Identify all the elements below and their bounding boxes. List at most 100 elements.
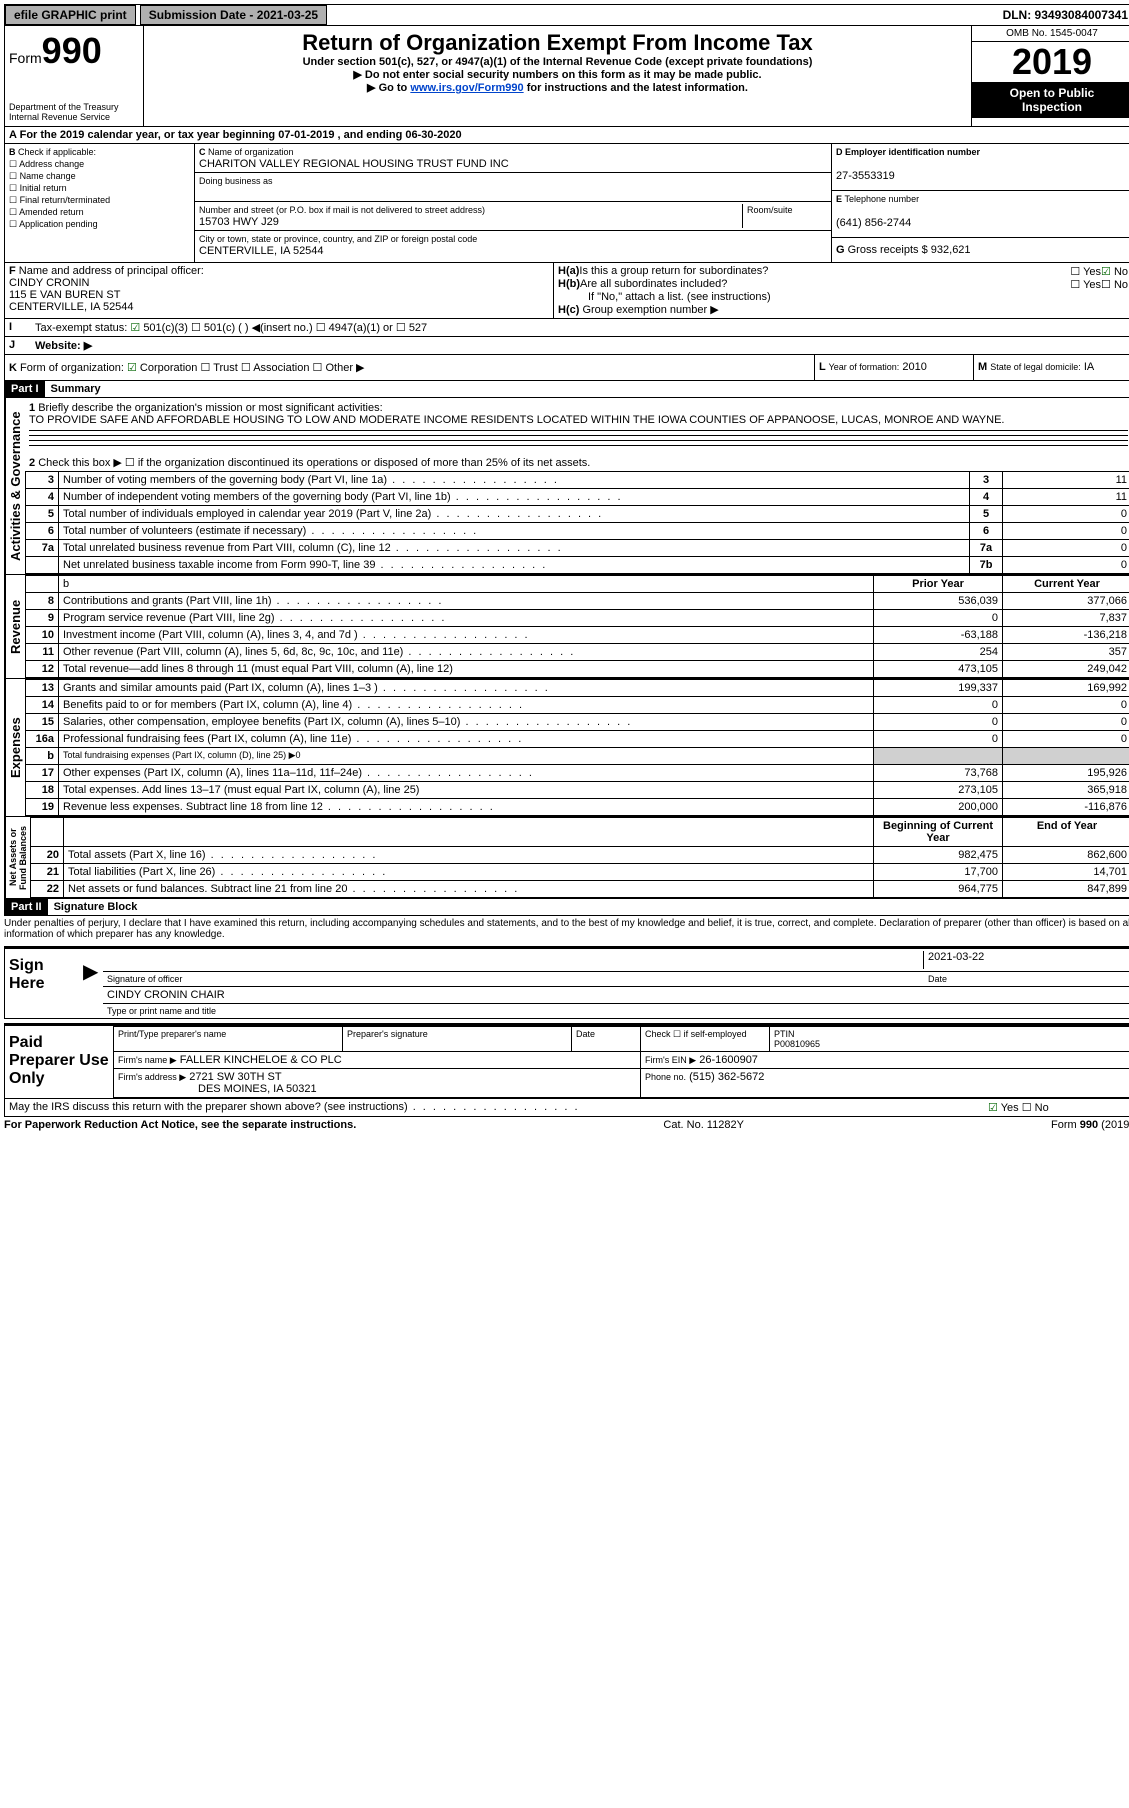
chk-4947[interactable]: 4947(a)(1) or [316,322,393,334]
py: 0 [874,731,1003,748]
l-letter: L [819,361,829,373]
chk-association[interactable]: Association [241,362,310,374]
b-check-label: Check if applicable: [18,147,96,157]
discuss-row: May the IRS discuss this return with the… [4,1099,1129,1117]
chk-final-return[interactable]: Final return/terminated [9,195,110,205]
ln: 18 [26,782,59,799]
subtitle-2: Do not enter social security numbers on … [152,68,963,81]
py-shade [874,748,1003,765]
line-a: A For the 2019 calendar year, or tax yea… [4,127,1129,144]
section-h: H(a) Is this a group return for subordin… [554,263,1129,318]
hb-yes[interactable]: Yes [1070,278,1101,291]
header-left: Form990 Department of the Treasury Inter… [5,26,144,126]
open-inspection: Open to PublicInspection [972,82,1129,118]
ln: 11 [26,644,59,661]
chk-address-change[interactable]: Address change [9,159,84,169]
cy: 195,926 [1003,765,1129,782]
domicile-value: IA [1084,361,1094,373]
table-row: 19Revenue less expenses. Subtract line 1… [26,799,1129,816]
line-klm: K Form of organization: Corporation Trus… [4,355,1129,381]
efile-print-button[interactable]: efile GRAPHIC print [5,5,136,25]
cy: 7,837 [1003,610,1129,627]
ln: 6 [26,523,59,540]
discuss-yes[interactable]: Yes [988,1102,1019,1114]
sidebar-netassets: Net Assets orFund Balances [5,817,30,898]
form-header: Form990 Department of the Treasury Inter… [4,26,1129,127]
yof-label: Year of formation: [829,362,900,372]
table-row: 10Investment income (Part VIII, column (… [26,627,1129,644]
pt-name-label: Print/Type preparer's name [114,1027,343,1052]
discuss-no[interactable]: No [1022,1102,1049,1114]
table-row: 3Number of voting members of the governi… [26,472,1129,489]
cy: 0 [1003,697,1129,714]
chk-501c3[interactable]: 501(c)(3) [130,322,188,334]
chk-name-change[interactable]: Name change [9,171,76,181]
chk-initial-return[interactable]: Initial return [9,183,67,193]
table-row: 4Number of independent voting members of… [26,489,1129,506]
c-letter: C [199,147,208,157]
submission-date-button[interactable]: Submission Date - 2021-03-25 [140,5,327,25]
table-row: Net unrelated business taxable income fr… [26,557,1129,574]
table-row: 6Total number of volunteers (estimate if… [26,523,1129,540]
netassets-table: Beginning of Current YearEnd of Year 20T… [30,817,1129,898]
ln: 19 [26,799,59,816]
table-row: 18Total expenses. Add lines 13–17 (must … [26,782,1129,799]
ptin-label: PTIN [774,1029,795,1039]
firm-name-label: Firm's name ▶ [118,1055,177,1065]
hb-text: Are all subordinates included? [580,278,1070,291]
revenue-section: Revenue bPrior YearCurrent Year 8Contrib… [4,575,1129,679]
cy: 0 [1003,714,1129,731]
py: 17,700 [874,864,1003,881]
arrow-icon: ▶ [83,949,103,1018]
chk-application-pending[interactable]: Application pending [9,219,98,229]
part1-tag: Part I [5,381,45,397]
chk-other[interactable]: Other ▶ [313,362,365,374]
firm-addr2: DES MOINES, IA 50321 [118,1083,317,1095]
part2-tag: Part II [5,899,48,915]
form990-link[interactable]: www.irs.gov/Form990 [410,82,523,94]
chk-527[interactable]: 527 [396,322,427,334]
addr-label: Number and street (or P.O. box if mail i… [199,205,485,215]
goto-post: for instructions and the latest informat… [524,82,748,94]
table-row: 7aTotal unrelated business revenue from … [26,540,1129,557]
expenses-section: Expenses 13Grants and similar amounts pa… [4,679,1129,817]
ptin-value: P00810965 [774,1039,820,1049]
ln: 12 [26,661,59,678]
l1-label: Briefly describe the organization's miss… [38,402,382,414]
chk-501c[interactable]: 501(c) ( ) ◀(insert no.) [191,322,313,334]
header-mid: Return of Organization Exempt From Incom… [144,26,971,126]
section-f: F Name and address of principal officer:… [5,263,554,318]
hb-no[interactable]: No [1101,278,1128,291]
omb-number: OMB No. 1545-0047 [972,26,1129,42]
lt: Grants and similar amounts paid (Part IX… [59,680,874,697]
chk-corporation[interactable]: Corporation [127,362,197,374]
lt: Net assets or fund balances. Subtract li… [64,881,874,898]
m-letter: M [978,361,990,373]
firm-name: FALLER KINCHELOE & CO PLC [180,1054,342,1066]
j-letter: J [5,337,31,354]
table-row: Print/Type preparer's name Preparer's si… [114,1027,1129,1052]
ln [26,557,59,574]
chk-amended-return[interactable]: Amended return [9,207,84,217]
hb-label: H(b) [558,278,580,291]
e-letter: E [836,194,845,204]
sig-date-label: Date [928,974,1128,984]
part2-title: Signature Block [48,899,144,915]
sign-here-block: Sign Here ▶ 2021-03-22 Signature of offi… [4,946,1129,1019]
chk-trust[interactable]: Trust [200,362,237,374]
lb: 5 [970,506,1003,523]
pt-self-employed[interactable]: Check ☐ if self-employed [641,1027,770,1052]
expenses-table: 13Grants and similar amounts paid (Part … [25,679,1129,816]
header-right: OMB No. 1545-0047 2019 Open to PublicIns… [971,26,1129,126]
ha-no[interactable]: No [1101,265,1128,278]
d-letter: D [836,147,845,157]
cy: 365,918 [1003,782,1129,799]
firm-ein: 26-1600907 [699,1054,758,1066]
part2-header: Part II Signature Block [4,899,1129,916]
blank [31,818,64,847]
firm-ein-label: Firm's EIN ▶ [645,1055,696,1065]
ha-yes[interactable]: Yes [1070,265,1101,278]
goto-pre: Go to [379,82,411,94]
officer-label: Name and address of principal officer: [19,265,204,277]
form-number: 990 [42,30,102,71]
